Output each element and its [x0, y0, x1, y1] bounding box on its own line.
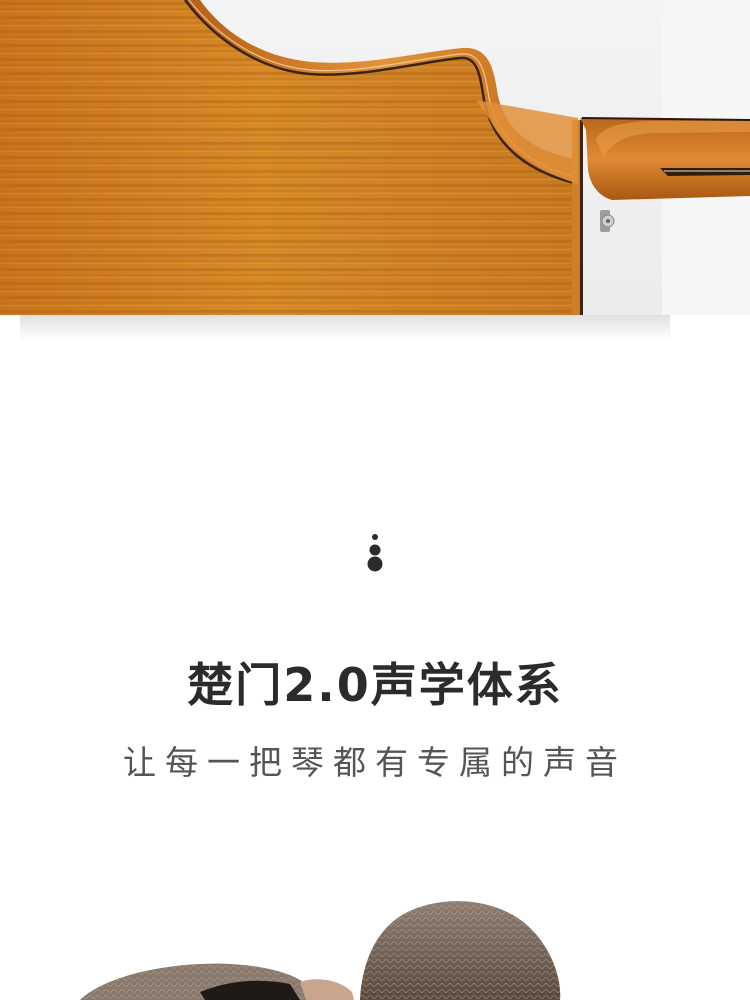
page-title: 楚门2.0声学体系: [187, 658, 563, 712]
guitar-illustration: [0, 0, 750, 341]
page-subtitle: 让每一把琴都有专属的声音: [123, 743, 627, 782]
dots-ornament-icon: [367, 534, 383, 572]
person-hair-illustration: [80, 901, 561, 1000]
portrait-photo: [0, 880, 750, 1000]
guitar-photo: [0, 0, 750, 360]
